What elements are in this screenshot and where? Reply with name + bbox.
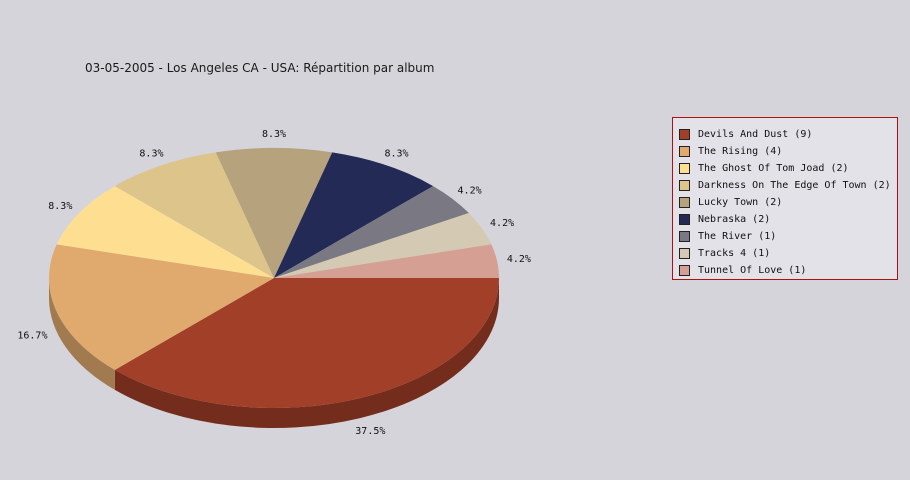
pie-label-3: 8.3% xyxy=(48,201,72,212)
pie-slice-the-rising xyxy=(49,244,275,370)
legend-swatch xyxy=(679,146,690,157)
pie-label-9: 4.2% xyxy=(507,254,531,265)
pie-slice-lucky-town xyxy=(215,148,333,278)
legend-swatch xyxy=(679,180,690,191)
legend-swatch xyxy=(679,197,690,208)
legend-item: The Rising (4) xyxy=(679,143,897,160)
legend-label: Tracks 4 (1) xyxy=(698,248,771,259)
legend-item: The River (1) xyxy=(679,228,897,245)
pie-label-6: 8.3% xyxy=(385,148,409,159)
pie-label-5: 8.3% xyxy=(262,129,286,140)
pie-slice-nebraska xyxy=(274,152,434,278)
legend-label: Lucky Town (2) xyxy=(698,197,783,208)
pie-slice-tunnel-of-love xyxy=(274,244,499,278)
legend-label: Tunnel Of Love (1) xyxy=(698,265,807,276)
legend: Devils And Dust (9) The Rising (4) The Gho… xyxy=(672,117,898,280)
pie-slice-tracks-4 xyxy=(274,213,492,278)
pie-slice-darkness-on-the-edge-of-town xyxy=(114,152,274,278)
pie-label-8: 4.2% xyxy=(490,218,514,229)
legend-label: The Rising (4) xyxy=(698,146,783,157)
legend-swatch xyxy=(679,248,690,259)
pie-slice-the-ghost-of-tom-joad xyxy=(56,186,275,278)
legend-label: The Ghost Of Tom Joad (2) xyxy=(698,163,849,174)
pie-labels: 37.5% 16.7% 8.3% 8.3% 8.3% 8.3% 4.2% 4.2% 4.2% xyxy=(17,129,531,437)
legend-swatch xyxy=(679,231,690,242)
legend-item: Tunnel Of Love (1) xyxy=(679,262,897,279)
pie-side-1 xyxy=(114,278,499,428)
pie-slice-devils-and-dust xyxy=(114,278,499,408)
chart-title: 03-05-2005 - Los Angeles CA - USA: Répar… xyxy=(85,61,435,75)
legend-swatch xyxy=(679,163,690,174)
pie-label-2: 16.7% xyxy=(17,330,47,341)
pie-label-1: 37.5% xyxy=(355,426,385,437)
legend-item: The Ghost Of Tom Joad (2) xyxy=(679,160,897,177)
legend-item: Darkness On The Edge Of Town (2) xyxy=(679,177,897,194)
legend-swatch xyxy=(679,265,690,276)
legend-swatch xyxy=(679,129,690,140)
legend-label: Nebraska (2) xyxy=(698,214,771,225)
pie-label-4: 8.3% xyxy=(139,148,163,159)
legend-item: Nebraska (2) xyxy=(679,211,897,228)
pie-label-7: 4.2% xyxy=(458,185,482,196)
pie-sides xyxy=(49,278,499,428)
legend-swatch xyxy=(679,214,690,225)
legend-item: Devils And Dust (9) xyxy=(679,126,897,143)
legend-label: The River (1) xyxy=(698,231,777,242)
pie-side-2 xyxy=(49,278,115,390)
legend-label: Devils And Dust (9) xyxy=(698,129,813,140)
pie-slices xyxy=(49,148,499,408)
legend-label: Darkness On The Edge Of Town (2) xyxy=(698,180,891,191)
pie-slice-the-river xyxy=(274,186,469,278)
legend-item: Lucky Town (2) xyxy=(679,194,897,211)
legend-item: Tracks 4 (1) xyxy=(679,245,897,262)
